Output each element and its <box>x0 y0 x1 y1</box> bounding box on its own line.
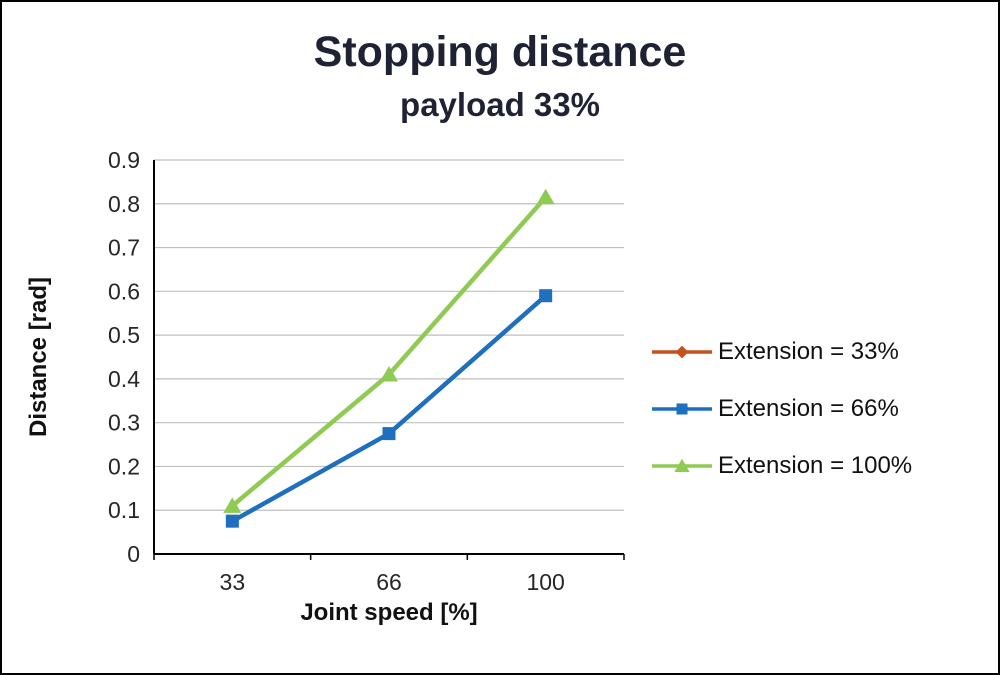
svg-text:0.3: 0.3 <box>108 410 140 436</box>
triangle-marker-icon <box>652 458 712 472</box>
y-tick-labels: 0 0.1 0.2 0.3 0.4 0.5 0.6 0.7 0.8 0.9 <box>108 147 140 567</box>
diamond-marker-icon <box>652 345 712 359</box>
svg-text:0.4: 0.4 <box>108 366 140 392</box>
svg-text:0: 0 <box>127 541 140 567</box>
legend-label: Extension = 100% <box>718 452 913 479</box>
series-extension-100- <box>223 188 555 513</box>
svg-text:0.6: 0.6 <box>108 278 140 304</box>
chart-title: Stopping distance <box>313 28 687 76</box>
svg-text:0.8: 0.8 <box>108 191 140 217</box>
chart-subtitle: payload 33% <box>400 86 600 123</box>
svg-text:66: 66 <box>376 569 402 595</box>
legend: Extension = 33% Extension = 66% Extension … <box>650 338 912 480</box>
svg-text:33: 33 <box>220 569 246 595</box>
svg-text:0.5: 0.5 <box>108 322 140 348</box>
legend-label: Extension = 66% <box>718 395 899 422</box>
x-tick-labels: 33 66 100 <box>220 569 565 595</box>
svg-text:0.9: 0.9 <box>108 147 140 173</box>
svg-text:100: 100 <box>526 569 564 595</box>
legend-item: Extension = 33% <box>650 338 912 366</box>
legend-item: Extension = 66% <box>650 395 912 423</box>
y-axis-title: Distance [rad] <box>25 277 52 437</box>
svg-text:0.2: 0.2 <box>108 453 140 479</box>
legend-item: Extension = 100% <box>650 452 912 480</box>
legend-label: Extension = 33% <box>718 338 899 365</box>
square-marker-icon <box>652 403 712 415</box>
gridlines <box>154 159 624 511</box>
svg-text:0.7: 0.7 <box>108 235 140 261</box>
series-extension-66- <box>225 289 553 528</box>
x-axis-title: Joint speed [%] <box>300 599 477 626</box>
svg-text:0.1: 0.1 <box>108 497 140 523</box>
axes <box>153 160 625 560</box>
